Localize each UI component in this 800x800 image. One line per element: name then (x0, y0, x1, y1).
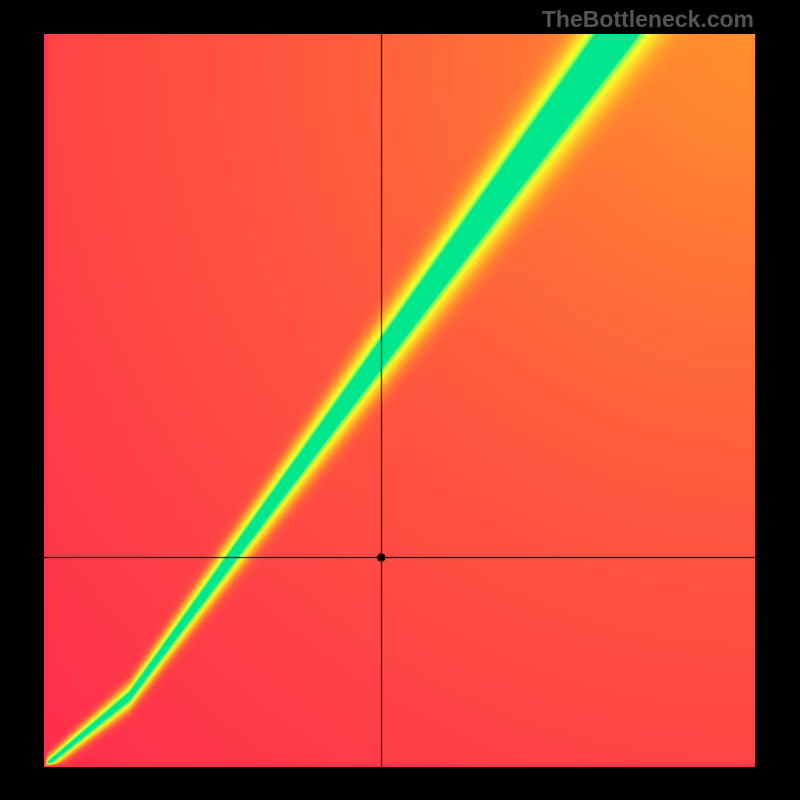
heatmap-chart (44, 34, 755, 767)
watermark-text: TheBottleneck.com (542, 6, 754, 33)
